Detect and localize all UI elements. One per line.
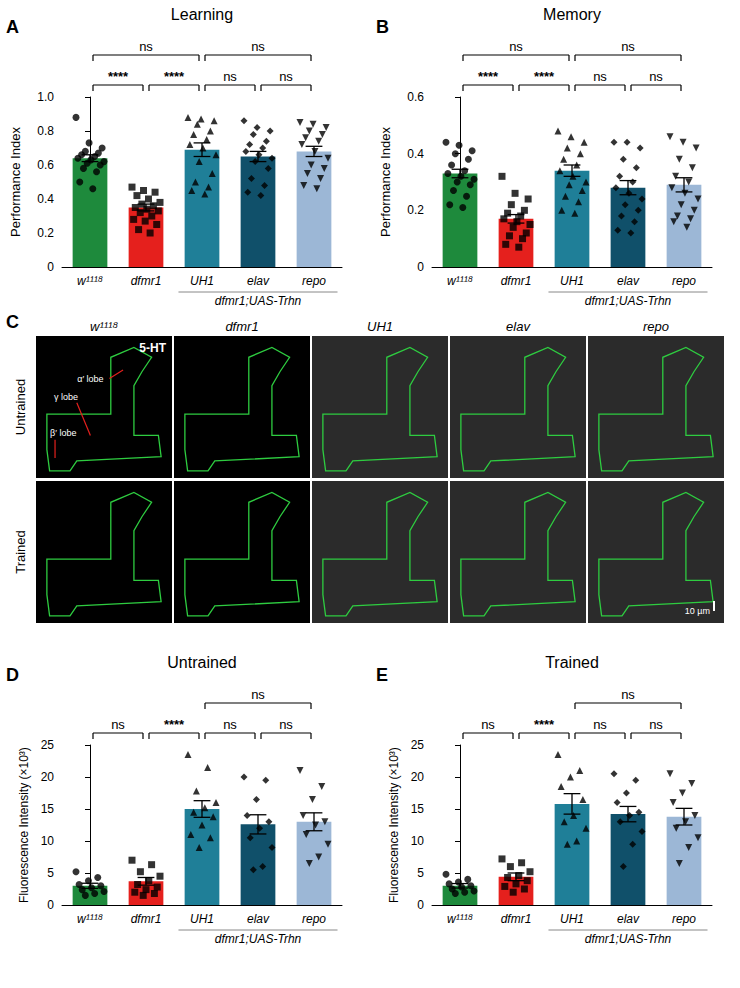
svg-text:10: 10	[411, 834, 425, 848]
svg-text:repo: repo	[643, 319, 669, 334]
svg-text:ns: ns	[251, 39, 265, 54]
svg-text:elav: elav	[247, 912, 270, 926]
svg-text:ns: ns	[593, 717, 607, 732]
svg-text:0.6: 0.6	[407, 90, 424, 104]
svg-text:dfmr1: dfmr1	[131, 274, 162, 288]
svg-text:elav: elav	[247, 274, 270, 288]
svg-text:dfmr1: dfmr1	[501, 274, 532, 288]
svg-text:10 µm: 10 µm	[685, 606, 710, 616]
svg-text:0.6: 0.6	[37, 158, 54, 172]
svg-text:C: C	[6, 312, 19, 332]
svg-text:****: ****	[164, 717, 185, 732]
svg-text:Performance Index: Performance Index	[378, 127, 393, 237]
svg-text:w¹¹¹⁸: w¹¹¹⁸	[77, 274, 103, 288]
svg-text:0: 0	[417, 260, 424, 274]
svg-text:Trained: Trained	[545, 654, 599, 671]
svg-text:A: A	[6, 17, 19, 37]
svg-text:Trained: Trained	[13, 530, 28, 574]
svg-text:20: 20	[41, 770, 55, 784]
svg-text:ns: ns	[223, 69, 237, 84]
svg-text:UH1: UH1	[190, 912, 214, 926]
svg-text:Memory: Memory	[543, 6, 601, 23]
svg-text:ns: ns	[223, 717, 237, 732]
svg-text:w¹¹¹⁸: w¹¹¹⁸	[90, 319, 118, 334]
svg-text:****: ****	[108, 69, 129, 84]
svg-text:Untrained: Untrained	[13, 379, 28, 435]
svg-text:ns: ns	[111, 717, 125, 732]
svg-text:γ lobe: γ lobe	[54, 392, 78, 402]
svg-text:ns: ns	[251, 687, 265, 702]
svg-text:dfmr1;UAS-Trhn: dfmr1;UAS-Trhn	[585, 294, 672, 308]
svg-text:ns: ns	[649, 717, 663, 732]
svg-text:0.8: 0.8	[37, 124, 54, 138]
svg-text:0: 0	[417, 898, 424, 912]
svg-text:Performance Index: Performance Index	[8, 127, 23, 237]
svg-text:repo: repo	[302, 274, 326, 288]
svg-text:dfmr1;UAS-Trhn: dfmr1;UAS-Trhn	[215, 294, 302, 308]
svg-text:0.4: 0.4	[407, 147, 424, 161]
svg-text:α′ lobe: α′ lobe	[77, 374, 103, 384]
svg-text:15: 15	[41, 802, 55, 816]
svg-text:Fluorescence Intensity (×10³): Fluorescence Intensity (×10³)	[387, 747, 401, 903]
svg-text:elav: elav	[617, 274, 640, 288]
svg-text:0: 0	[47, 898, 54, 912]
svg-text:5-HT: 5-HT	[139, 341, 166, 355]
svg-text:ns: ns	[621, 39, 635, 54]
svg-text:dfmr1;UAS-Trhn: dfmr1;UAS-Trhn	[215, 932, 302, 946]
svg-text:B: B	[376, 17, 389, 37]
svg-text:UH1: UH1	[367, 319, 393, 334]
svg-text:ns: ns	[279, 69, 293, 84]
svg-text:25: 25	[41, 738, 55, 752]
svg-text:β′ lobe: β′ lobe	[50, 428, 76, 438]
svg-text:D: D	[6, 665, 19, 685]
svg-text:****: ****	[534, 69, 555, 84]
svg-text:UH1: UH1	[190, 274, 214, 288]
svg-text:UH1: UH1	[560, 912, 584, 926]
svg-text:E: E	[376, 665, 388, 685]
svg-text:dfmr1: dfmr1	[501, 912, 532, 926]
svg-text:1.0: 1.0	[37, 90, 54, 104]
svg-text:10: 10	[41, 834, 55, 848]
svg-text:0.4: 0.4	[37, 192, 54, 206]
svg-text:ns: ns	[593, 69, 607, 84]
svg-text:20: 20	[411, 770, 425, 784]
svg-text:0: 0	[47, 260, 54, 274]
svg-text:Untrained: Untrained	[167, 654, 236, 671]
svg-text:dfmr1: dfmr1	[225, 319, 258, 334]
svg-text:Fluorescence Intensity (×10³): Fluorescence Intensity (×10³)	[17, 747, 31, 903]
svg-text:repo: repo	[302, 912, 326, 926]
svg-text:ns: ns	[509, 39, 523, 54]
svg-text:dfmr1;UAS-Trhn: dfmr1;UAS-Trhn	[585, 932, 672, 946]
svg-text:ns: ns	[621, 687, 635, 702]
svg-text:dfmr1: dfmr1	[131, 912, 162, 926]
svg-text:ns: ns	[481, 717, 495, 732]
svg-text:ns: ns	[279, 717, 293, 732]
svg-text:elav: elav	[506, 319, 531, 334]
svg-text:0.2: 0.2	[37, 226, 54, 240]
svg-text:15: 15	[411, 802, 425, 816]
svg-text:****: ****	[534, 717, 555, 732]
svg-text:5: 5	[417, 866, 424, 880]
svg-text:ns: ns	[139, 39, 153, 54]
svg-text:ns: ns	[649, 69, 663, 84]
svg-text:elav: elav	[617, 912, 640, 926]
svg-text:w¹¹¹⁸: w¹¹¹⁸	[447, 274, 473, 288]
svg-text:5: 5	[47, 866, 54, 880]
svg-text:repo: repo	[672, 912, 696, 926]
svg-text:25: 25	[411, 738, 425, 752]
svg-text:****: ****	[164, 69, 185, 84]
svg-text:****: ****	[478, 69, 499, 84]
svg-text:Learning: Learning	[171, 6, 233, 23]
svg-text:w¹¹¹⁸: w¹¹¹⁸	[77, 912, 103, 926]
svg-text:repo: repo	[672, 274, 696, 288]
svg-text:w¹¹¹⁸: w¹¹¹⁸	[447, 912, 473, 926]
svg-text:0.2: 0.2	[407, 203, 424, 217]
svg-text:UH1: UH1	[560, 274, 584, 288]
